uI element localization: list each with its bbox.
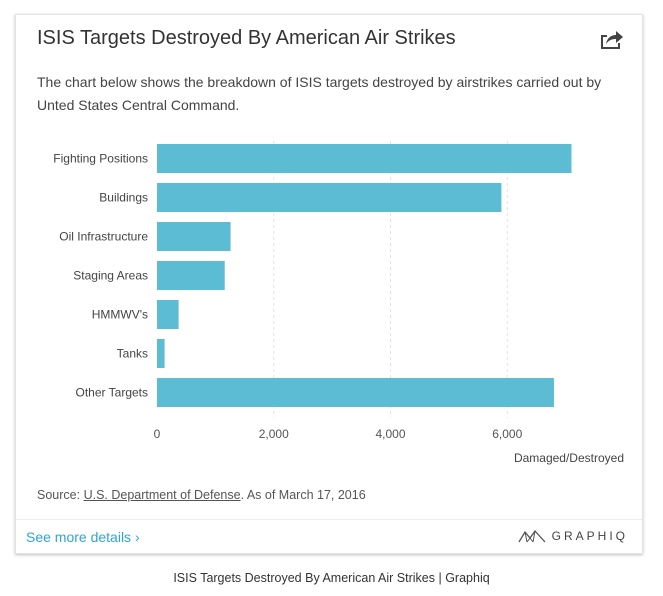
bar-chart: 0 2,000 4,000 6,000 Fighting Positions Buildi… bbox=[53, 141, 624, 465]
source-line: Source: U.S. Department of Defense. As o… bbox=[37, 488, 366, 502]
bar bbox=[157, 222, 231, 251]
x-tick-label: 4,000 bbox=[375, 427, 405, 441]
bar bbox=[157, 183, 502, 212]
source-suffix: . As of March 17, 2016 bbox=[240, 488, 366, 502]
bar bbox=[157, 261, 225, 290]
bar bbox=[157, 339, 165, 368]
category-label: Oil Infrastructure bbox=[59, 230, 148, 244]
source-link[interactable]: U.S. Department of Defense bbox=[83, 488, 241, 502]
category-label: Buildings bbox=[99, 191, 148, 205]
chart-card: ISIS Targets Destroyed By American Air S… bbox=[15, 14, 643, 554]
x-tick-label: 2,000 bbox=[259, 427, 289, 441]
graphiq-brand[interactable]: GRAPHIQ bbox=[518, 529, 628, 543]
chart-title: ISIS Targets Destroyed By American Air S… bbox=[37, 27, 456, 49]
category-label: Fighting Positions bbox=[53, 152, 148, 166]
graphiq-logo-icon bbox=[518, 529, 546, 543]
x-tick-label: 6,000 bbox=[492, 427, 522, 441]
category-label: Tanks bbox=[117, 347, 148, 361]
share-icon[interactable] bbox=[599, 28, 625, 50]
footer-divider bbox=[16, 519, 642, 520]
chart-description: The chart below shows the breakdown of I… bbox=[37, 74, 602, 113]
category-label: Other Targets bbox=[76, 386, 148, 400]
bar bbox=[157, 300, 179, 329]
category-label: Staging Areas bbox=[73, 269, 148, 283]
bar bbox=[157, 144, 572, 173]
category-label: HMMWV's bbox=[92, 308, 148, 322]
page-caption: ISIS Targets Destroyed By American Air S… bbox=[173, 571, 490, 585]
graphiq-brand-text: GRAPHIQ bbox=[551, 529, 628, 543]
source-prefix: Source: bbox=[37, 488, 84, 502]
bar bbox=[157, 378, 554, 407]
x-tick-label: 0 bbox=[154, 427, 161, 441]
see-more-details-link[interactable]: See more details › bbox=[26, 529, 140, 545]
x-axis-title: Damaged/Destroyed bbox=[514, 451, 624, 465]
